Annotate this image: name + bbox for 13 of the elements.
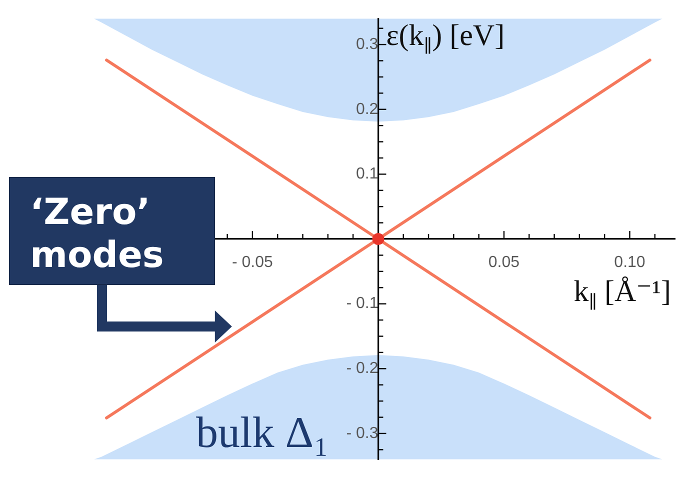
x-tick-label: 0.10 <box>614 254 646 272</box>
y-tick-label: 0.2 <box>356 100 378 118</box>
y-tick-label: - 0.2 <box>346 360 378 378</box>
y-axis-title: ε(k$_{∥}$) [eV] <box>386 18 505 56</box>
x-axis-title: k$_{∥}$ [Å⁻¹] <box>574 275 671 312</box>
y-tick-label: 0.1 <box>356 166 378 183</box>
annotation: bulk Δ₁ <box>196 408 329 458</box>
x-tick-label: - 0.05 <box>232 254 274 272</box>
x-tick-label: 0.05 <box>488 254 520 272</box>
annotation: ‘Zero’ modes <box>30 191 164 277</box>
y-tick-label: - 0.3 <box>346 424 378 442</box>
y-tick-label: 0.3 <box>356 36 378 53</box>
y-tick-label: - 0.1 <box>346 295 378 312</box>
